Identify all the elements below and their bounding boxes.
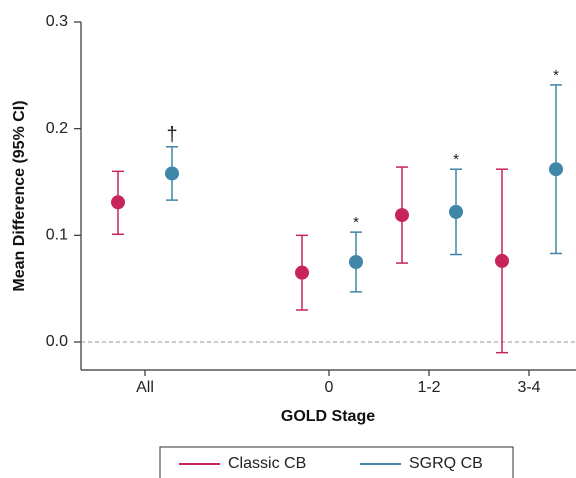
point-sgrq-cb bbox=[349, 255, 363, 269]
point-classic-cb bbox=[395, 208, 409, 223]
legend-box bbox=[159, 446, 514, 478]
x-tick-label: 3-4 bbox=[517, 379, 540, 396]
y-tick-label: 0.3 bbox=[46, 13, 68, 30]
legend-label-classic-cb: Classic CB bbox=[228, 455, 306, 472]
x-ticks: All 0 1-2 3-4 bbox=[136, 370, 541, 396]
point-sgrq-cb bbox=[165, 166, 179, 181]
significance-marker: * bbox=[453, 151, 459, 168]
point-classic-cb bbox=[295, 265, 309, 280]
x-tick-label: 1-2 bbox=[417, 379, 440, 396]
y-tick-label: 0.1 bbox=[46, 227, 68, 244]
x-tick-label: 0 bbox=[325, 379, 334, 396]
marks: † * * * bbox=[111, 67, 563, 354]
point-classic-cb bbox=[111, 195, 125, 210]
y-tick-label: 0.2 bbox=[46, 120, 68, 137]
point-sgrq-cb bbox=[449, 204, 463, 219]
y-ticks: 0.0 0.1 0.2 0.3 bbox=[46, 13, 81, 350]
y-tick-label: 0.0 bbox=[46, 333, 68, 350]
x-axis-title: GOLD Stage bbox=[281, 408, 375, 425]
significance-marker: * bbox=[353, 214, 359, 231]
x-tick-label: All bbox=[136, 379, 154, 396]
point-classic-cb bbox=[495, 253, 509, 268]
significance-marker: † bbox=[166, 124, 177, 146]
significance-marker: * bbox=[553, 67, 559, 84]
point-sgrq-cb bbox=[549, 162, 563, 177]
legend: Classic CB SGRQ CB bbox=[159, 446, 514, 478]
legend-label-sgrq-cb: SGRQ CB bbox=[409, 455, 483, 472]
y-axis-title: Mean Difference (95% CI) bbox=[11, 100, 28, 291]
